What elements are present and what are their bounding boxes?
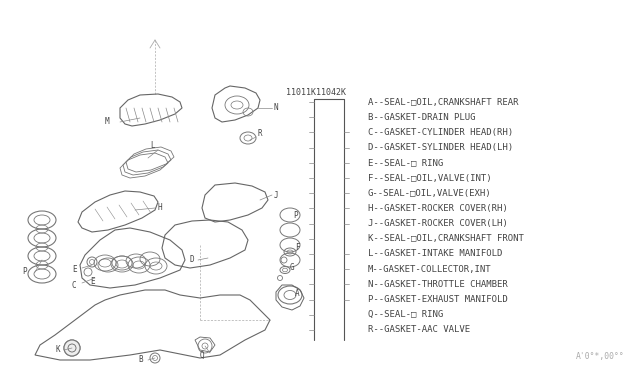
Text: N--GASKET-THROTTLE CHAMBER: N--GASKET-THROTTLE CHAMBER xyxy=(368,280,508,289)
Text: K: K xyxy=(55,346,60,355)
Text: F--SEAL-□OIL,VALVE(INT): F--SEAL-□OIL,VALVE(INT) xyxy=(368,173,492,183)
Text: B: B xyxy=(138,356,143,365)
Text: G: G xyxy=(290,263,294,273)
Text: A--SEAL-□OIL,CRANKSHAFT REAR: A--SEAL-□OIL,CRANKSHAFT REAR xyxy=(368,97,518,106)
Text: N: N xyxy=(274,103,278,112)
Text: E: E xyxy=(72,266,77,275)
Text: H: H xyxy=(157,203,162,212)
Text: E: E xyxy=(90,278,95,286)
Text: Q--SEAL-□ RING: Q--SEAL-□ RING xyxy=(368,310,444,319)
Ellipse shape xyxy=(64,340,80,356)
Text: F: F xyxy=(295,244,300,253)
Text: 11042K: 11042K xyxy=(316,88,346,97)
Text: Q: Q xyxy=(200,350,205,359)
Text: P--GASKET-EXHAUST MANIFOLD: P--GASKET-EXHAUST MANIFOLD xyxy=(368,295,508,304)
Text: R--GASKET-AAC VALVE: R--GASKET-AAC VALVE xyxy=(368,326,470,334)
Text: C--GASKET-CYLINDER HEAD(RH): C--GASKET-CYLINDER HEAD(RH) xyxy=(368,128,513,137)
Text: H--GASKET-ROCKER COVER(RH): H--GASKET-ROCKER COVER(RH) xyxy=(368,204,508,213)
Text: B--GASKET-DRAIN PLUG: B--GASKET-DRAIN PLUG xyxy=(368,113,476,122)
Text: J--GASKET-ROCKER COVER(LH): J--GASKET-ROCKER COVER(LH) xyxy=(368,219,508,228)
Text: L--GASKET-INTAKE MANIFOLD: L--GASKET-INTAKE MANIFOLD xyxy=(368,250,502,259)
Text: E--SEAL-□ RING: E--SEAL-□ RING xyxy=(368,158,444,167)
Text: D--GASKET-SYLINDER HEAD(LH): D--GASKET-SYLINDER HEAD(LH) xyxy=(368,143,513,152)
Text: A: A xyxy=(295,289,300,298)
Text: M--GASKET-COLLECTOR,INT: M--GASKET-COLLECTOR,INT xyxy=(368,265,492,274)
Text: 11011K: 11011K xyxy=(286,88,316,97)
Text: P: P xyxy=(22,267,27,276)
Text: L: L xyxy=(150,141,155,150)
Text: A'0°*,00°°: A'0°*,00°° xyxy=(575,352,625,360)
Text: C: C xyxy=(72,280,77,289)
Text: G--SEAL-□OIL,VALVE(EXH): G--SEAL-□OIL,VALVE(EXH) xyxy=(368,189,492,198)
Text: M: M xyxy=(105,118,109,126)
Text: K--SEAL-□OIL,CRANKSHAFT FRONT: K--SEAL-□OIL,CRANKSHAFT FRONT xyxy=(368,234,524,243)
Text: R: R xyxy=(257,128,262,138)
Text: D: D xyxy=(190,256,195,264)
Text: J: J xyxy=(274,190,278,199)
Text: P: P xyxy=(293,211,298,219)
